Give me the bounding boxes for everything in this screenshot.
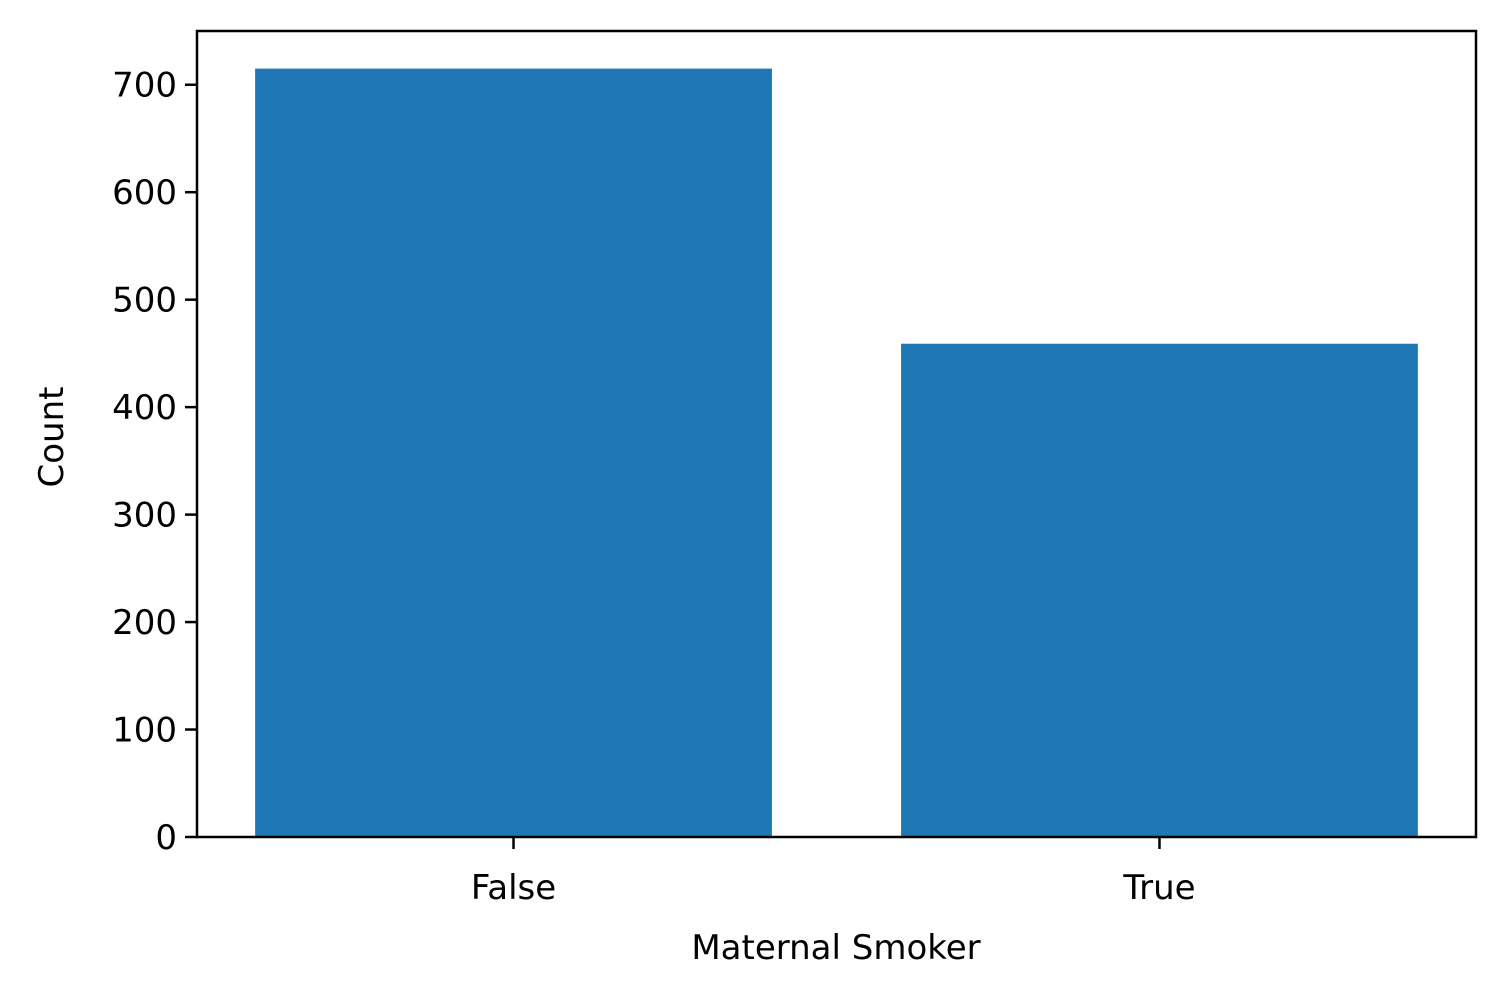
y-tick-label: 200 [112, 603, 177, 643]
y-tick-label: 100 [112, 711, 177, 751]
y-tick-label: 0 [155, 818, 177, 858]
y-axis-label: Count [32, 387, 72, 488]
x-axis-label: Maternal Smoker [691, 928, 980, 968]
y-tick-label: 600 [112, 173, 177, 213]
y-axis-ticks: 0 100 200 300 400 500 600 700 [112, 66, 197, 858]
bar-false [255, 68, 772, 837]
y-tick-label: 300 [112, 496, 177, 536]
y-tick-label: 500 [112, 281, 177, 321]
x-tick-label-false: False [471, 868, 556, 908]
x-tick-label-true: True [1122, 868, 1195, 908]
bars-group [255, 68, 1418, 837]
plot-frame [195, 29, 1478, 839]
x-axis-ticks: False True [471, 837, 1196, 908]
y-tick-label: 400 [112, 388, 177, 428]
bar-true [901, 343, 1418, 837]
y-tick-label: 700 [112, 66, 177, 106]
